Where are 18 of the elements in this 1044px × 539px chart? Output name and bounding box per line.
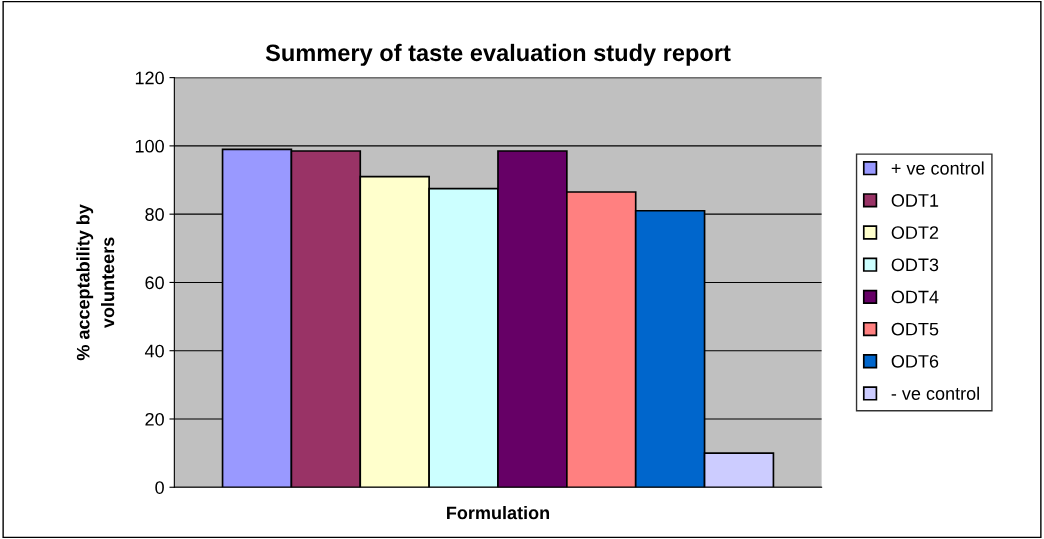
y-tick-label: 100 [135,139,164,153]
legend-label: ODT1 [891,194,939,207]
legend-label: + ve control [891,161,984,175]
y-tick-label: 120 [135,71,164,85]
y-tick-label: 40 [144,344,164,358]
x-axis-title: Formulation [447,506,550,520]
y-axis-title: % acceptability by volunteers [76,204,115,361]
chart-title: Summery of taste evaluation study report [265,43,731,66]
y-tick-label: 80 [145,208,164,221]
legend-label: ODT5 [891,322,939,336]
y-tick-label: 20 [145,412,164,426]
legend-label: - ve control [891,386,979,400]
legend-label: ODT3 [891,258,939,272]
y-tick-label: 0 [155,481,164,494]
legend-label: ODT6 [891,354,939,368]
legend-label: ODT4 [891,290,939,304]
legend-label: ODT2 [891,226,939,240]
y-tick-label: 60 [145,276,164,290]
